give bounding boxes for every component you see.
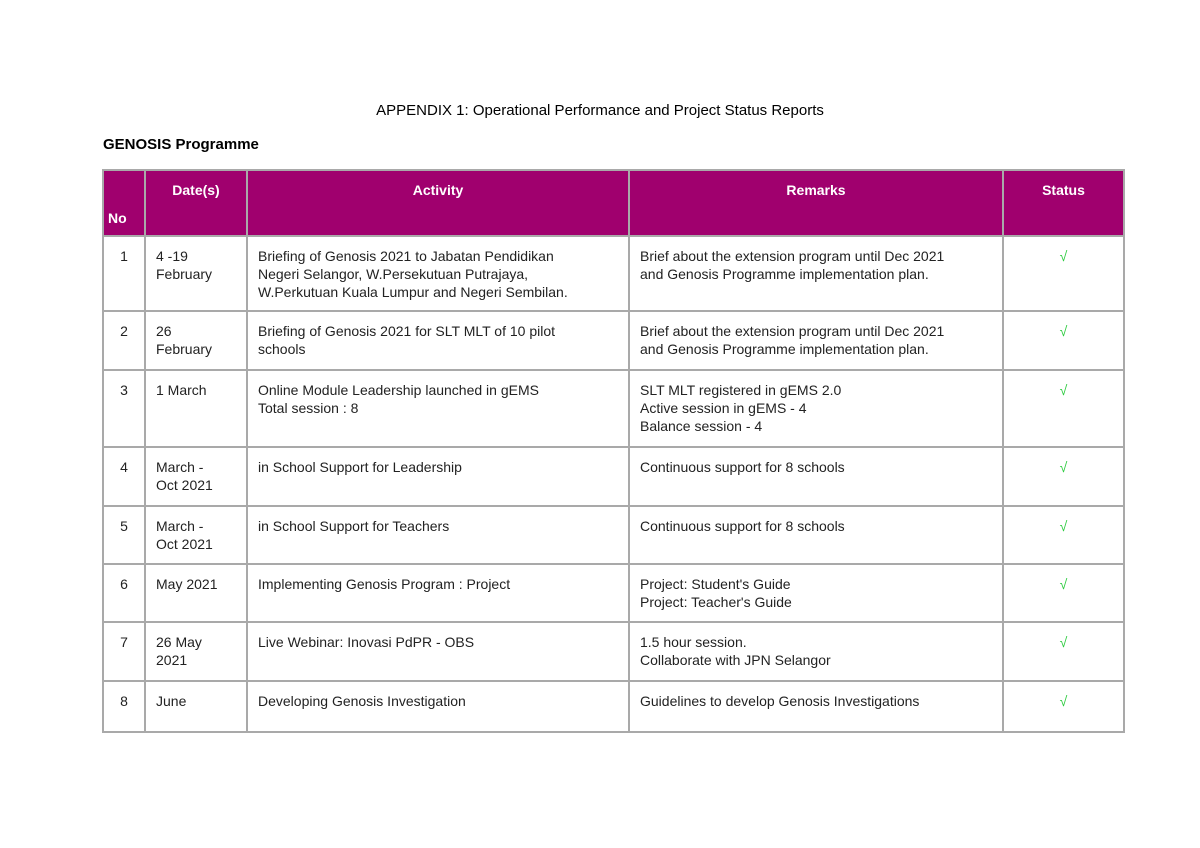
cell: Guidelines to develop Genosis Investigat… — [628, 680, 1004, 733]
cell-line: Continuous support for 8 schools — [640, 518, 845, 534]
cell-line: March - — [156, 518, 204, 534]
cell: Developing Genosis Investigation — [246, 680, 630, 733]
cell: in School Support for Leadership — [246, 446, 630, 507]
cell: Brief about the extension program until … — [628, 310, 1004, 371]
cell: 7 — [102, 621, 146, 682]
cell: 1.5 hour session. Collaborate with JPN Se… — [628, 621, 1004, 682]
cell-line: Live Webinar: Inovasi PdPR - OBS — [258, 634, 475, 650]
cell-line: Developing Genosis Investigation — [258, 693, 466, 709]
cell: March - Oct 2021 — [144, 446, 248, 507]
cell: Live Webinar: Inovasi PdPR - OBS — [246, 621, 630, 682]
status-check: √ — [1002, 446, 1125, 507]
cell-line: in School Support for Leadership — [258, 459, 462, 475]
cell-line: Briefing of Genosis 2021 for SLT MLT of … — [258, 323, 556, 339]
cell: 1 — [102, 235, 146, 312]
cell: May 2021 — [144, 563, 248, 623]
cell-line: W.Perkutuan Kuala Lumpur and Negeri Semb… — [258, 284, 568, 300]
cell-line: February — [156, 341, 213, 357]
cell-line: Balance session - 4 — [640, 418, 763, 434]
cell-line: February — [156, 266, 213, 282]
status-check: √ — [1002, 505, 1125, 565]
cell: 4 — [102, 446, 146, 507]
cell: Briefing of Genosis 2021 to Jabatan Pend… — [246, 235, 630, 312]
status-check: √ — [1002, 563, 1125, 623]
cell-line: Total session : 8 — [258, 400, 359, 416]
cell-line: Briefing of Genosis 2021 to Jabatan Pend… — [258, 248, 554, 264]
table-row: 5 March - Oct 2021 in School Support for Te… — [102, 505, 1125, 565]
cell: June — [144, 680, 248, 733]
cell: Continuous support for 8 schools — [628, 446, 1004, 507]
status-check: √ — [1002, 680, 1125, 733]
cell-line: and Genosis Programme implementation pla… — [640, 266, 929, 282]
cell-line: Collaborate with JPN Selangor — [640, 652, 831, 668]
table-row: 4 March - Oct 2021 in School Support for Le… — [102, 446, 1125, 507]
cell-line: March - — [156, 459, 204, 475]
cell-line: Oct 2021 — [156, 536, 213, 552]
cell-line: schools — [258, 341, 306, 357]
cell: Briefing of Genosis 2021 for SLT MLT of … — [246, 310, 630, 371]
cell-line: 1 March — [156, 382, 207, 398]
cell: Implementing Genosis Program : Project — [246, 563, 630, 623]
status-check: √ — [1002, 235, 1125, 312]
cell-line: Brief about the extension program until … — [640, 323, 945, 339]
table-row: 1 4 -19 February Briefing of Genosis 2021 t… — [102, 235, 1125, 312]
cell-line: Project: Student's Guide — [640, 576, 791, 592]
cell-line: Implementing Genosis Program : Project — [258, 576, 511, 592]
cell-line: 1.5 hour session. — [640, 634, 747, 650]
table-row: 3 1 March Online Module Leadership launche… — [102, 369, 1125, 448]
cell: 1 March — [144, 369, 248, 448]
cell-line: June — [156, 693, 187, 709]
cell: 8 — [102, 680, 146, 733]
cell-line: Active session in gEMS - 4 — [640, 400, 807, 416]
cell: 3 — [102, 369, 146, 448]
cell: in School Support for Teachers — [246, 505, 630, 565]
cell-line: Continuous support for 8 schools — [640, 459, 845, 475]
cell: 6 — [102, 563, 146, 623]
cell: 26 May 2021 — [144, 621, 248, 682]
cell-line: Brief about the extension program until … — [640, 248, 945, 264]
column-header: Activity — [246, 169, 630, 237]
status-check: √ — [1002, 621, 1125, 682]
cell-line: Oct 2021 — [156, 477, 213, 493]
column-header: Date(s) — [144, 169, 248, 237]
cell: Brief about the extension program until … — [628, 235, 1004, 312]
cell-line: May 2021 — [156, 576, 218, 592]
header-row: No Date(s) Activity Remarks Status — [102, 169, 1125, 237]
cell: 4 -19 February — [144, 235, 248, 312]
cell: 5 — [102, 505, 146, 565]
column-header: Remarks — [628, 169, 1004, 237]
status-check: √ — [1002, 369, 1125, 448]
table-row: 8 June Developing Genosis Investigation Gui… — [102, 680, 1125, 733]
cell-line: Online Module Leadership launched in gEM… — [258, 382, 539, 398]
cell-line: Project: Teacher's Guide — [640, 594, 792, 610]
column-header: Status — [1002, 169, 1125, 237]
cell: Online Module Leadership launched in gEM… — [246, 369, 630, 448]
column-header: No — [102, 169, 146, 237]
cell-line: in School Support for Teachers — [258, 518, 450, 534]
cell-line: 2021 — [156, 652, 188, 668]
cell: 26 February — [144, 310, 248, 371]
cell-line: Negeri Selangor, W.Persekutuan Putrajaya… — [258, 266, 529, 282]
table-row: 7 26 May 2021 Live Webinar: Inovasi PdPR - … — [102, 621, 1125, 682]
cell: 2 — [102, 310, 146, 371]
cell-line: Guidelines to develop Genosis Investigat… — [640, 693, 920, 709]
status-table: No Date(s) Activity Remarks Status 1 4 -19 Feb… — [102, 169, 1125, 733]
cell-line: 26 May — [156, 634, 202, 650]
table-body: 1 4 -19 February Briefing of Genosis 2021 t… — [102, 235, 1125, 733]
subtitle: GENOSIS Programme — [103, 136, 259, 153]
cell: Continuous support for 8 schools — [628, 505, 1004, 565]
cell-line: SLT MLT registered in gEMS 2.0 — [640, 382, 842, 398]
cell-line: 26 — [156, 323, 172, 339]
title: APPENDIX 1: Operational Performance and … — [376, 102, 824, 119]
table-row: 2 26 February Briefing of Genosis 2021 for … — [102, 310, 1125, 371]
cell-line: and Genosis Programme implementation pla… — [640, 341, 929, 357]
status-check: √ — [1002, 310, 1125, 371]
cell-line: 4 -19 — [156, 248, 188, 264]
cell: Project: Student's Guide Project: Teacher… — [628, 563, 1004, 623]
table-row: 6 May 2021 Implementing Genosis Program : … — [102, 563, 1125, 623]
cell: SLT MLT registered in gEMS 2.0 Active ses… — [628, 369, 1004, 448]
cell: March - Oct 2021 — [144, 505, 248, 565]
